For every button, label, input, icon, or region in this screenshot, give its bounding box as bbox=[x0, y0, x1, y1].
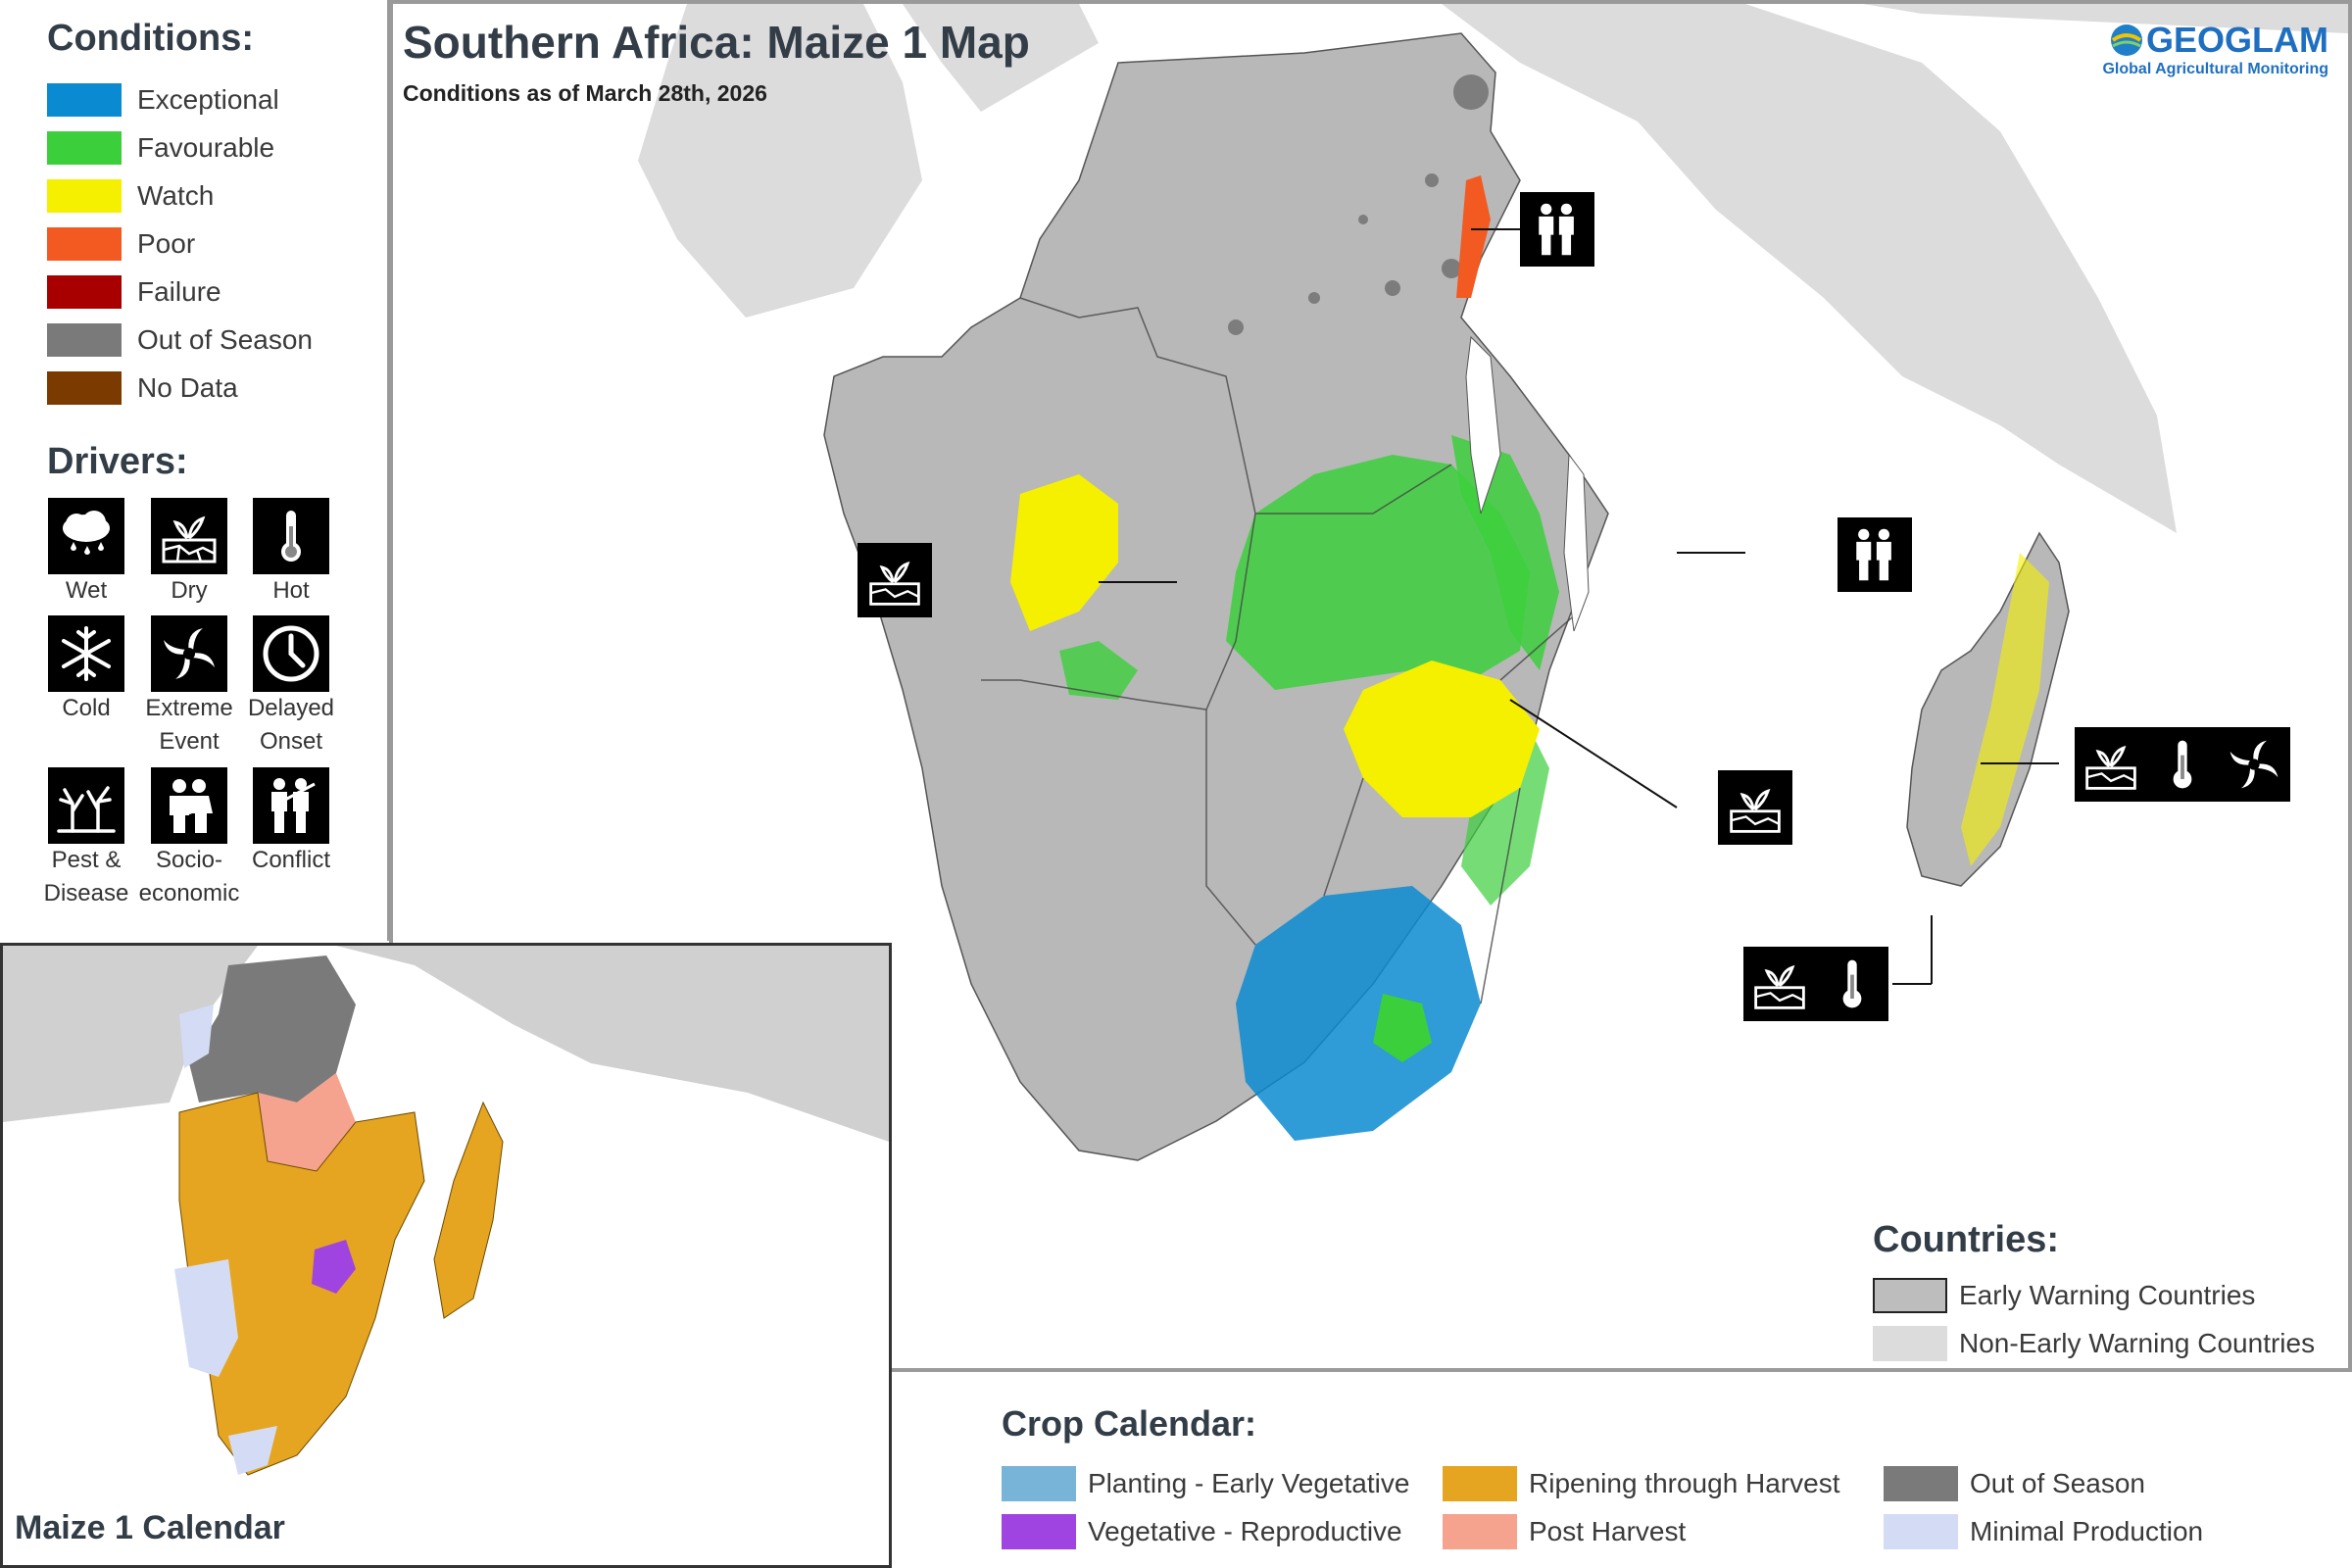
extreme-event-icon bbox=[2230, 740, 2278, 789]
driver-cold: Cold bbox=[32, 615, 140, 725]
extreme-event-icon bbox=[151, 615, 227, 692]
condition-swatch bbox=[47, 226, 122, 261]
callout-conflict-mozambique bbox=[1838, 517, 1912, 592]
inset-vegetative bbox=[312, 1240, 356, 1294]
conflict-icon bbox=[1856, 528, 1891, 581]
callout-madagascar-north bbox=[2075, 727, 2290, 802]
lesotho bbox=[1373, 994, 1432, 1062]
socio-economic-icon bbox=[151, 767, 227, 844]
cal-planting: Planting - Early Vegetative bbox=[1002, 1459, 1443, 1507]
hot-icon bbox=[2173, 740, 2192, 789]
driver-hot: Hot bbox=[237, 498, 345, 608]
conflict-icon bbox=[1539, 203, 1574, 256]
condition-swatch bbox=[47, 82, 122, 117]
legend-early-warning: Early Warning Countries bbox=[1873, 1271, 2315, 1319]
globe-icon bbox=[2111, 24, 2142, 56]
driver-wet: Wet bbox=[32, 498, 140, 608]
driver-pest-disease: Pest & Disease bbox=[32, 767, 140, 910]
crop-calendar-legend: Crop Calendar: bbox=[1002, 1403, 1257, 1444]
dry-icon bbox=[869, 561, 920, 606]
watch-area-zimbabwe bbox=[1344, 661, 1540, 817]
condition-swatch bbox=[47, 274, 122, 309]
inset-canvas bbox=[3, 946, 889, 1565]
inset-madagascar bbox=[433, 1101, 504, 1319]
condition-swatch bbox=[47, 370, 122, 405]
condition-failure: Failure bbox=[47, 268, 313, 316]
driver-socio-economic: Socio-economic bbox=[135, 767, 243, 910]
condition-swatch bbox=[47, 322, 122, 357]
condition-out-of-season: Out of Season bbox=[47, 316, 313, 364]
conditions-title: Conditions: bbox=[47, 18, 255, 59]
hot-icon bbox=[1842, 959, 1862, 1008]
countries-legend: Countries: Early Warning Countries Non-E… bbox=[1873, 1219, 2315, 1367]
condition-poor: Poor bbox=[47, 220, 313, 268]
east-africa-land bbox=[1442, 4, 2177, 533]
calendar-inset-map[interactable]: Maize 1 Calendar bbox=[0, 943, 892, 1568]
wet-icon bbox=[48, 498, 124, 574]
cal-minimal-production: Minimal Production bbox=[1884, 1507, 2256, 1555]
dry-icon bbox=[151, 498, 227, 574]
condition-swatch bbox=[47, 130, 122, 165]
condition-swatch bbox=[47, 178, 122, 213]
exceptional-area bbox=[1236, 886, 1481, 1141]
drivers-title: Drivers: bbox=[47, 441, 188, 482]
dry-icon bbox=[1730, 788, 1781, 833]
legend-panel: Conditions: Exceptional Favourable Watch… bbox=[0, 0, 391, 941]
west-africa-land bbox=[638, 4, 922, 318]
delayed-onset-icon bbox=[253, 615, 329, 692]
cal-vegetative: Vegetative - Reproductive bbox=[1002, 1507, 1443, 1555]
map-subtitle: Conditions as of March 28th, 2026 bbox=[403, 80, 767, 106]
inset-title: Maize 1 Calendar bbox=[15, 1509, 285, 1546]
callout-madagascar-south bbox=[1743, 947, 1888, 1021]
conflict-icon bbox=[253, 767, 329, 844]
callout-dry-zimbabwe bbox=[1718, 770, 1792, 845]
map-title: Southern Africa: Maize 1 Map bbox=[403, 17, 1030, 68]
geoglam-logo: GEOGLAM Global Agricultural Monitoring bbox=[2102, 20, 2328, 77]
main-map[interactable]: Southern Africa: Maize 1 Map Conditions … bbox=[389, 0, 2352, 1372]
conditions-list: Exceptional Favourable Watch Poor Failur… bbox=[47, 75, 313, 412]
cold-icon bbox=[48, 615, 124, 692]
hot-icon bbox=[253, 498, 329, 574]
watch-area-madagascar bbox=[1961, 553, 2049, 866]
driver-dry: Dry bbox=[135, 498, 243, 608]
dry-icon bbox=[1754, 964, 1805, 1009]
legend-non-early-warning: Non-Early Warning Countries bbox=[1873, 1319, 2315, 1367]
callout-conflict-tanzania bbox=[1520, 192, 1594, 267]
inset-out-of-season bbox=[189, 956, 356, 1102]
cal-out-of-season: Out of Season bbox=[1884, 1459, 2256, 1507]
dry-icon bbox=[2084, 745, 2136, 790]
condition-exceptional: Exceptional bbox=[47, 75, 313, 123]
crop-calendar-items: Planting - Early Vegetative Ripening thr… bbox=[1002, 1459, 2334, 1555]
driver-conflict: Conflict bbox=[237, 767, 345, 877]
watch-area-angola bbox=[1010, 474, 1118, 631]
pest-disease-icon bbox=[48, 767, 124, 844]
condition-favourable: Favourable bbox=[47, 123, 313, 172]
driver-delayed-onset: Delayed Onset bbox=[237, 615, 345, 759]
cal-ripening: Ripening through Harvest bbox=[1443, 1459, 1884, 1507]
main-map-canvas bbox=[393, 4, 2348, 1368]
cal-post-harvest: Post Harvest bbox=[1443, 1507, 1884, 1555]
poor-area bbox=[1456, 175, 1491, 298]
callout-dry-angola bbox=[858, 543, 932, 617]
condition-no-data: No Data bbox=[47, 364, 313, 412]
driver-extreme-event: Extreme Event bbox=[135, 615, 243, 759]
condition-watch: Watch bbox=[47, 172, 313, 220]
inset-post-harvest bbox=[258, 1073, 356, 1171]
